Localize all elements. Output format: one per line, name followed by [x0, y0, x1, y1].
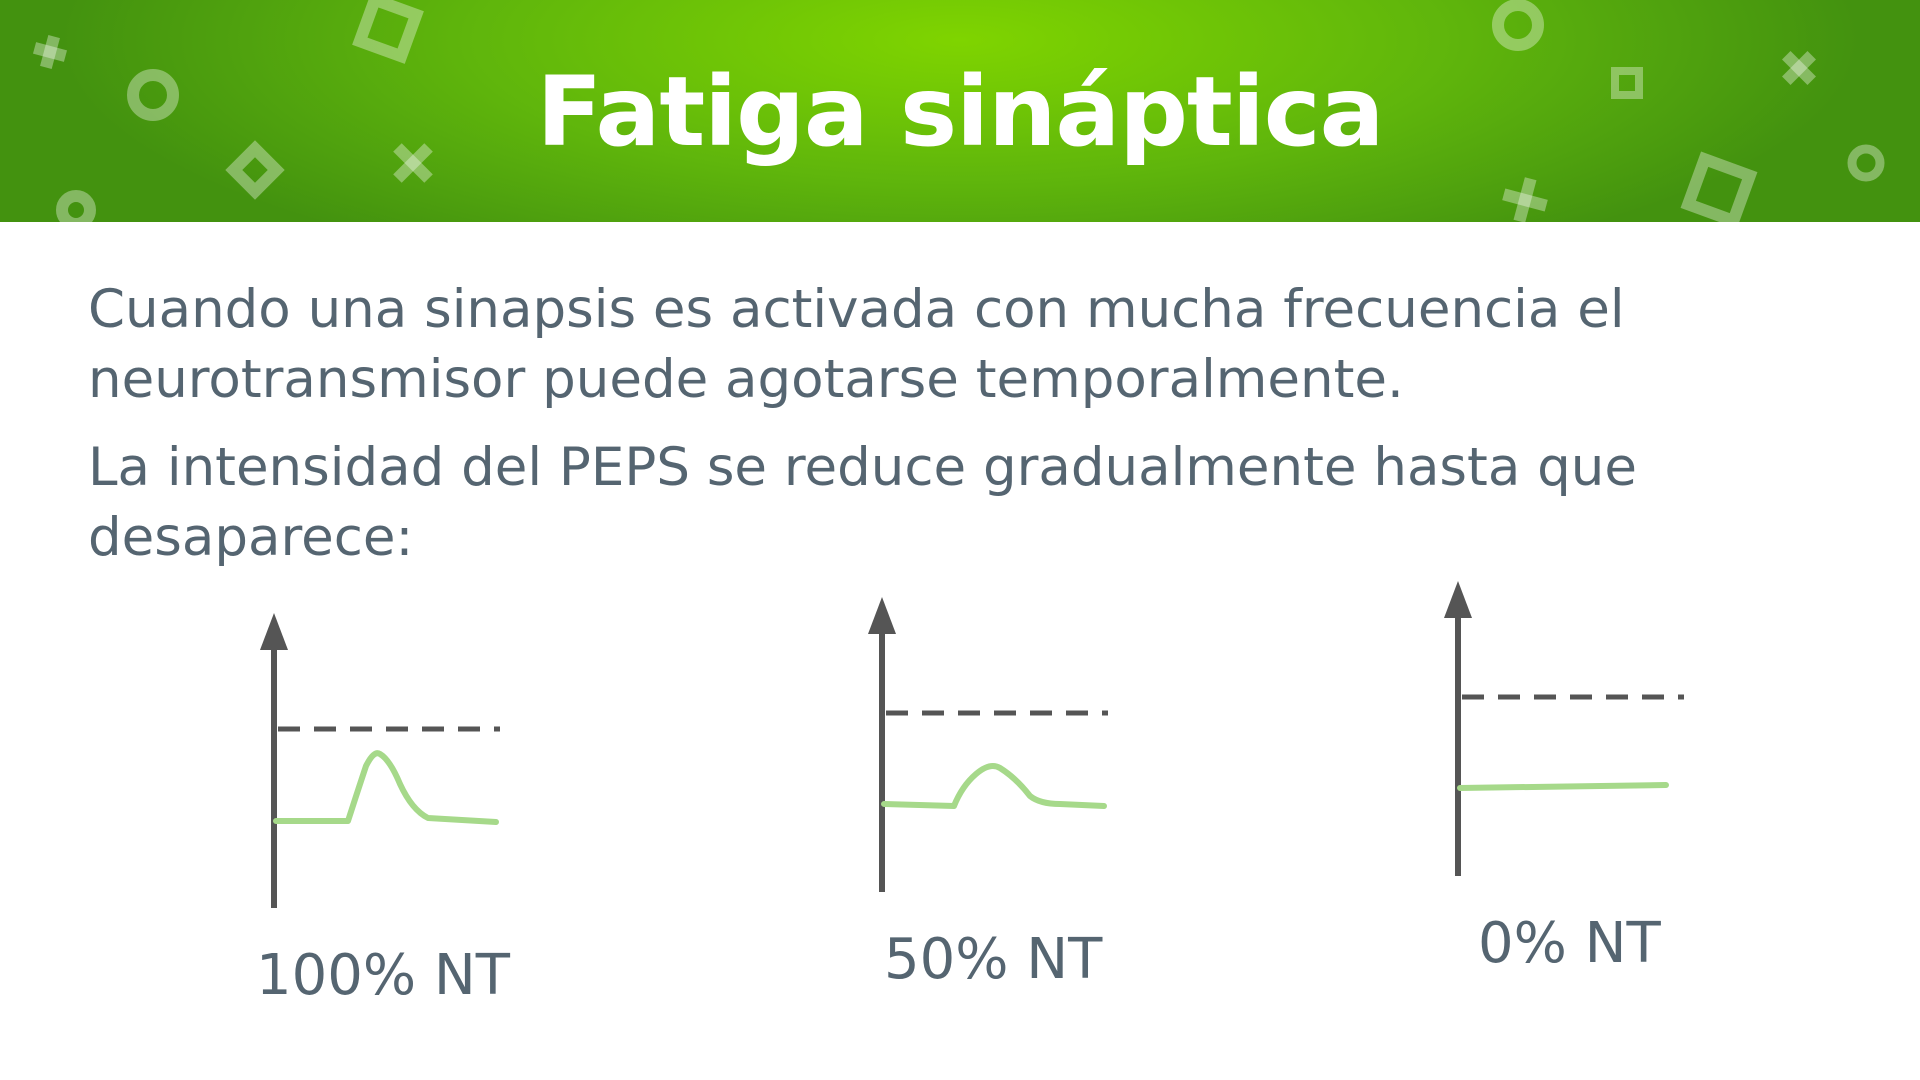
ring-icon [1492, 0, 1544, 51]
x-icon [393, 143, 433, 183]
epsp-trace [881, 763, 1107, 809]
square-outline-icon [1680, 151, 1758, 222]
label-0-nt: 0% NT [1478, 911, 1661, 976]
plus-icon [1502, 177, 1548, 222]
ring-icon [127, 69, 179, 121]
diagram-0-nt [1444, 581, 1684, 876]
y-axis-arrow [868, 597, 896, 634]
diamond-icon [225, 140, 285, 200]
square-outline-icon [1611, 67, 1643, 99]
ring-icon [1847, 144, 1885, 182]
paragraph-frequency: Cuando una sinapsis es activada con much… [88, 279, 1625, 410]
diagram-100-nt [260, 613, 500, 908]
ring-icon [56, 190, 96, 222]
x-icon [1782, 51, 1816, 85]
header-banner: Fatiga sináptica [0, 0, 1920, 222]
diagram-50-nt [868, 597, 1108, 892]
epsp-trace [273, 750, 499, 825]
epsp-trace [1457, 782, 1669, 791]
label-100-nt: 100% NT [256, 943, 510, 1008]
page-title: Fatiga sináptica [536, 56, 1385, 168]
y-axis-arrow [1444, 581, 1472, 618]
y-axis-arrow [260, 613, 288, 650]
paragraph-peps: La intensidad del PEPS se reduce gradual… [88, 437, 1637, 568]
label-50-nt: 50% NT [884, 927, 1103, 992]
plus-icon [32, 34, 68, 70]
header-decorations [32, 0, 1885, 222]
square-outline-icon [352, 0, 424, 64]
